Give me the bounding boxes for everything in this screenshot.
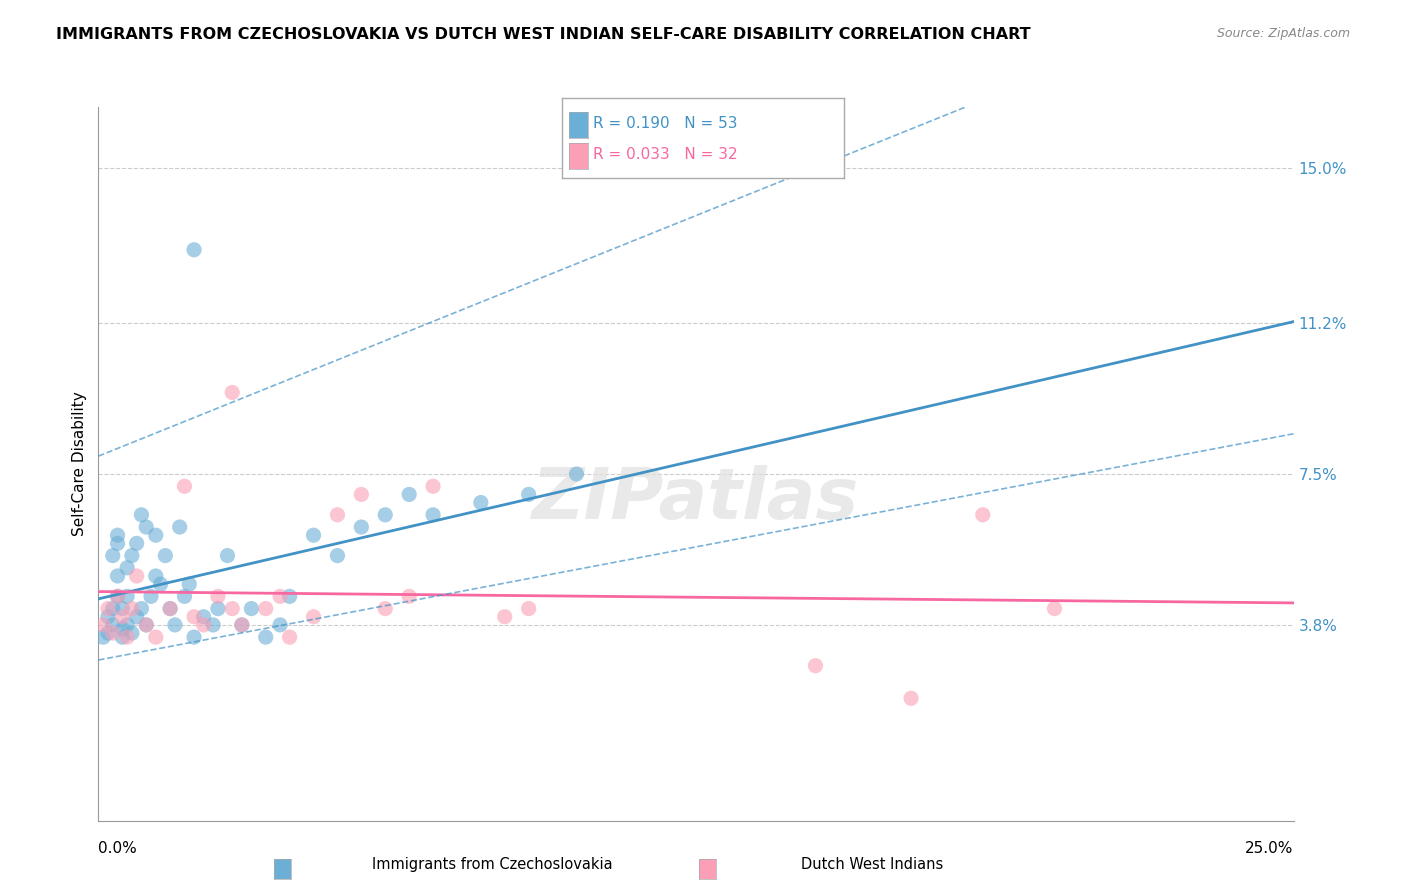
Point bbox=[374, 508, 396, 522]
Point bbox=[121, 626, 143, 640]
Point bbox=[97, 626, 120, 640]
Point bbox=[193, 609, 215, 624]
Point bbox=[169, 520, 191, 534]
Point bbox=[398, 590, 420, 604]
Point bbox=[125, 536, 148, 550]
Text: R = 0.033   N = 32: R = 0.033 N = 32 bbox=[593, 147, 738, 161]
Point bbox=[254, 601, 277, 615]
Point bbox=[494, 609, 516, 624]
Point bbox=[900, 691, 922, 706]
Point bbox=[149, 577, 172, 591]
Point bbox=[115, 630, 138, 644]
Point bbox=[101, 549, 124, 563]
Point bbox=[179, 577, 201, 591]
Point bbox=[326, 549, 349, 563]
Point bbox=[107, 569, 129, 583]
Point bbox=[231, 618, 253, 632]
Point bbox=[145, 528, 167, 542]
Point bbox=[121, 601, 143, 615]
Point bbox=[115, 561, 138, 575]
Point bbox=[135, 618, 157, 632]
Point bbox=[115, 618, 138, 632]
Point bbox=[173, 590, 195, 604]
Point bbox=[131, 601, 153, 615]
Point bbox=[163, 618, 186, 632]
Point bbox=[183, 609, 205, 624]
Point bbox=[269, 618, 291, 632]
Point bbox=[107, 528, 129, 542]
Point bbox=[326, 508, 349, 522]
Point bbox=[139, 590, 162, 604]
Point bbox=[517, 487, 540, 501]
Y-axis label: Self-Care Disability: Self-Care Disability bbox=[72, 392, 87, 536]
Point bbox=[302, 609, 325, 624]
Point bbox=[517, 601, 540, 615]
Point bbox=[135, 520, 157, 534]
Point bbox=[374, 601, 396, 615]
Point bbox=[269, 590, 291, 604]
Point bbox=[183, 630, 205, 644]
Text: Source: ZipAtlas.com: Source: ZipAtlas.com bbox=[1216, 27, 1350, 40]
Point bbox=[107, 590, 129, 604]
Point bbox=[202, 618, 225, 632]
Point bbox=[278, 590, 301, 604]
Text: 25.0%: 25.0% bbox=[1246, 841, 1294, 856]
Point bbox=[115, 590, 138, 604]
Text: 0.0%: 0.0% bbox=[98, 841, 138, 856]
Point bbox=[972, 508, 994, 522]
Point bbox=[193, 618, 215, 632]
Point bbox=[159, 601, 181, 615]
Text: IMMIGRANTS FROM CZECHOSLOVAKIA VS DUTCH WEST INDIAN SELF-CARE DISABILITY CORRELA: IMMIGRANTS FROM CZECHOSLOVAKIA VS DUTCH … bbox=[56, 27, 1031, 42]
Point bbox=[97, 609, 120, 624]
Point bbox=[91, 630, 114, 644]
Point bbox=[302, 528, 325, 542]
Point bbox=[231, 618, 253, 632]
Point bbox=[101, 626, 124, 640]
Point bbox=[207, 590, 229, 604]
Point bbox=[107, 536, 129, 550]
Point bbox=[350, 487, 373, 501]
Point bbox=[221, 385, 243, 400]
Point bbox=[422, 508, 444, 522]
Point bbox=[173, 479, 195, 493]
Point bbox=[111, 609, 134, 624]
Point bbox=[125, 569, 148, 583]
Point bbox=[111, 630, 134, 644]
Point bbox=[101, 618, 124, 632]
Text: R = 0.190   N = 53: R = 0.190 N = 53 bbox=[593, 116, 738, 130]
Text: ZIPatlas: ZIPatlas bbox=[533, 465, 859, 534]
Point bbox=[240, 601, 263, 615]
Point bbox=[121, 549, 143, 563]
Point bbox=[111, 622, 134, 636]
Point bbox=[221, 601, 243, 615]
Point bbox=[278, 630, 301, 644]
Point bbox=[135, 618, 157, 632]
Text: Dutch West Indians: Dutch West Indians bbox=[800, 857, 943, 872]
Point bbox=[565, 467, 588, 481]
Point bbox=[254, 630, 277, 644]
Point bbox=[398, 487, 420, 501]
Point bbox=[155, 549, 177, 563]
Point bbox=[125, 609, 148, 624]
Point bbox=[217, 549, 239, 563]
Point bbox=[422, 479, 444, 493]
Point bbox=[145, 630, 167, 644]
Point bbox=[97, 601, 120, 615]
Point bbox=[131, 508, 153, 522]
Point bbox=[101, 601, 124, 615]
Point bbox=[207, 601, 229, 615]
Point bbox=[91, 618, 114, 632]
Point bbox=[111, 601, 134, 615]
Point bbox=[145, 569, 167, 583]
Point bbox=[804, 658, 827, 673]
Point bbox=[1043, 601, 1066, 615]
Point bbox=[183, 243, 205, 257]
Point bbox=[159, 601, 181, 615]
Text: Immigrants from Czechoslovakia: Immigrants from Czechoslovakia bbox=[371, 857, 613, 872]
Point bbox=[107, 590, 129, 604]
Point bbox=[470, 495, 492, 509]
Point bbox=[350, 520, 373, 534]
